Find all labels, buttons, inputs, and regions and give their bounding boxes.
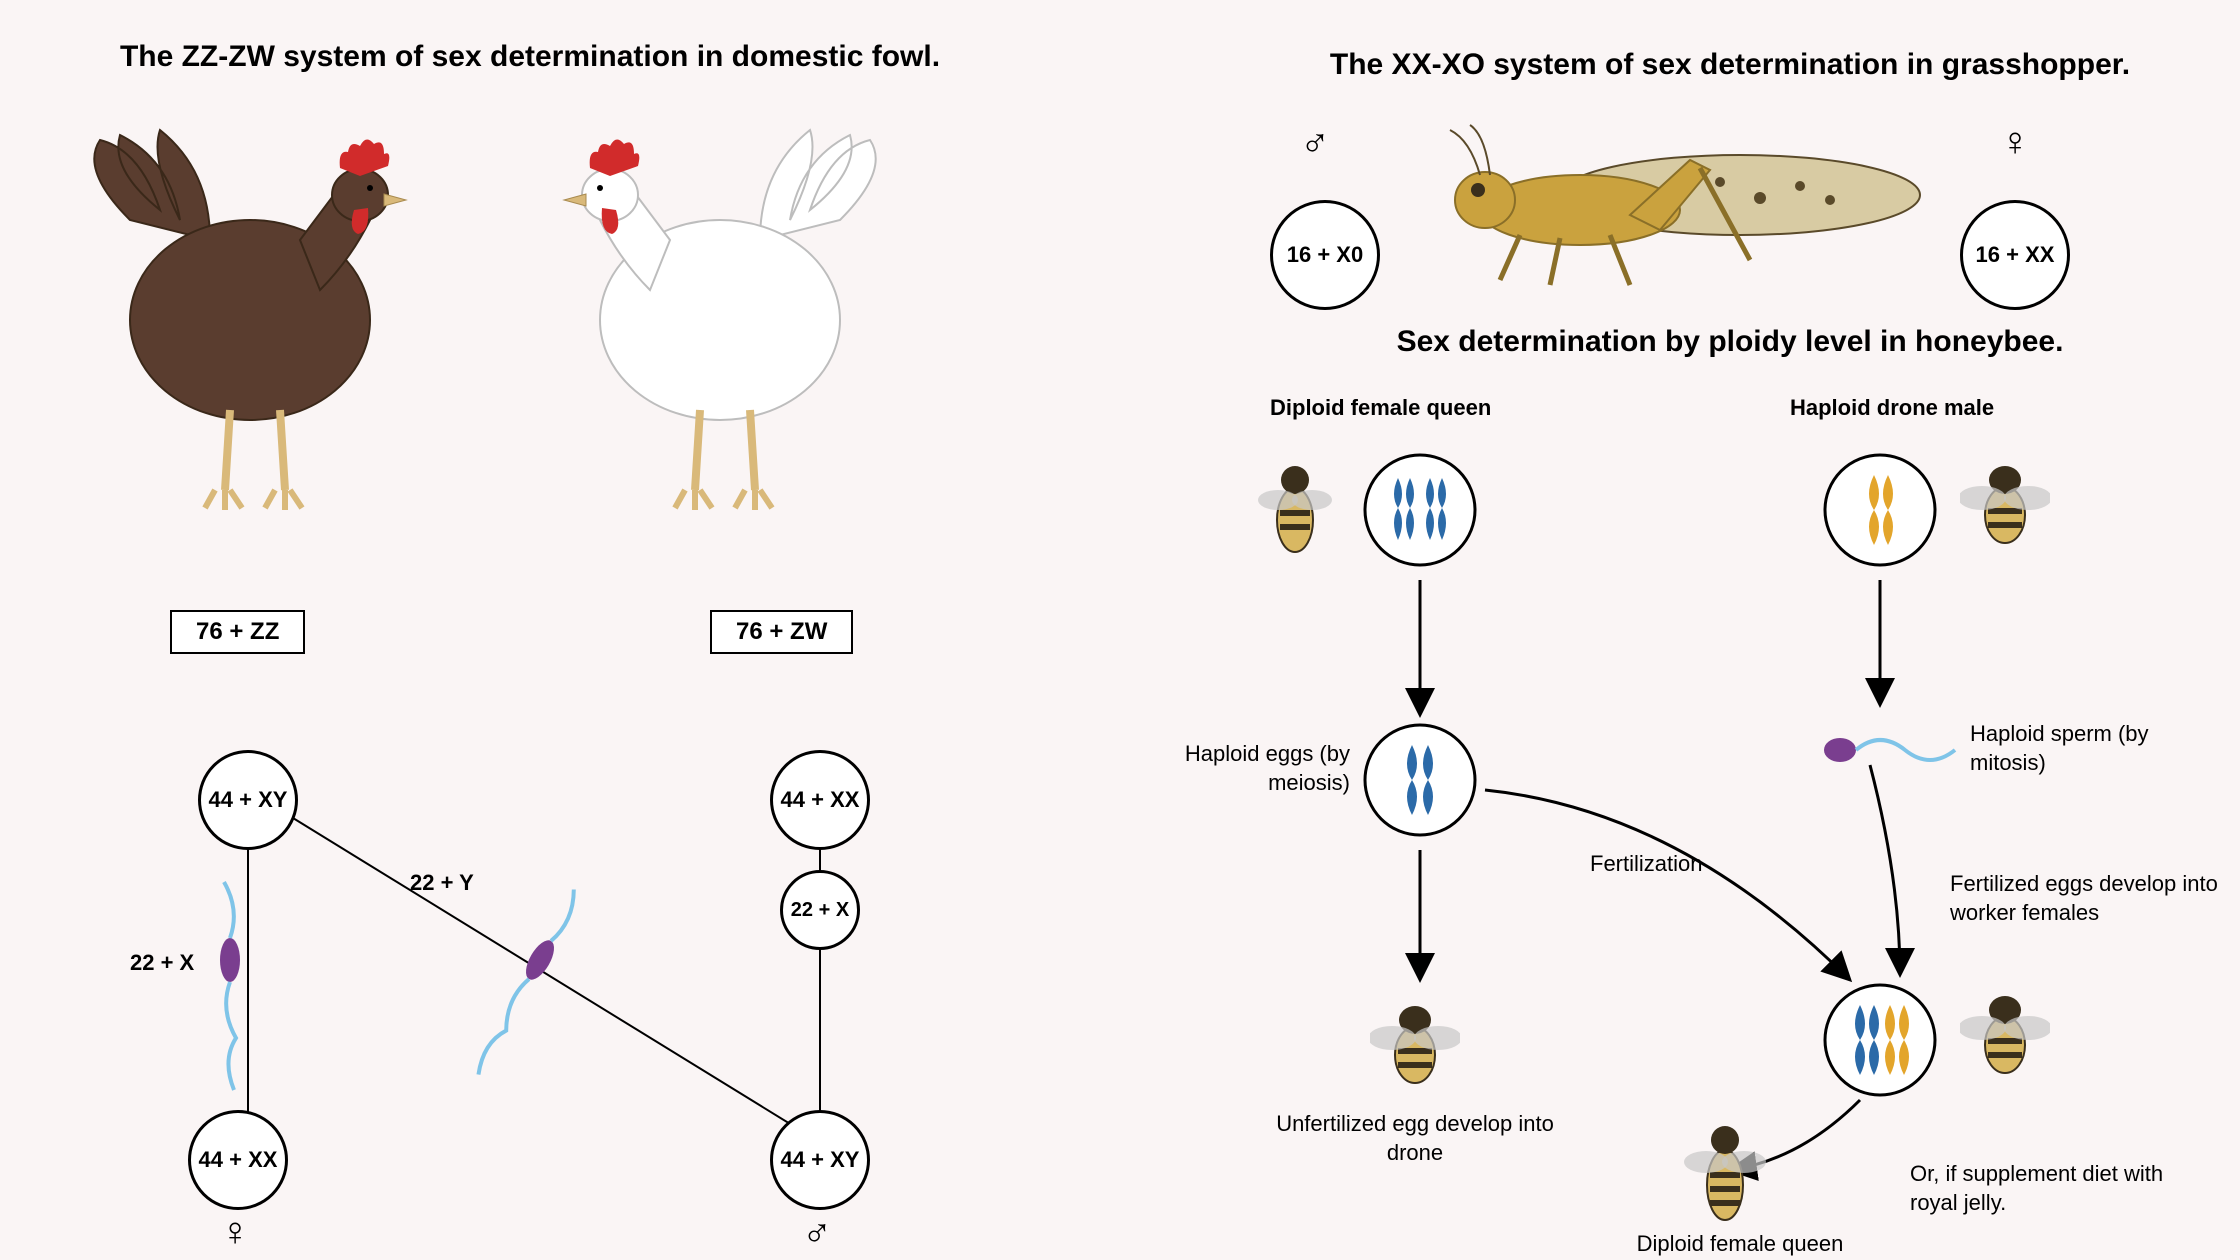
- queen2-label: Diploid female queen: [1620, 1230, 1860, 1259]
- unfertilized-label: Unfertilized egg develop into drone: [1270, 1110, 1560, 1167]
- queen-bee-icon: [1250, 450, 1340, 560]
- grasshopper-female-circle: 16 + XX: [1960, 200, 2070, 310]
- worker-bee-icon: [1960, 980, 2050, 1090]
- drone-chromosome-circle: [1820, 450, 1940, 570]
- fowl-title: The ZZ-ZW system of sex determination in…: [110, 40, 950, 74]
- royal-jelly-label: Or, if supplement diet with royal jelly.: [1910, 1160, 2210, 1217]
- parent-female-circle: 44 + XX: [770, 750, 870, 850]
- parent-male-circle: 44 + XY: [198, 750, 298, 850]
- fertilization-label: Fertilization: [1590, 850, 1702, 879]
- drone-label: Haploid drone male: [1790, 395, 1994, 421]
- offspring-female-symbol: ♀: [220, 1210, 250, 1255]
- offspring-female-circle: 44 + XX: [188, 1110, 288, 1210]
- gamete-x-label: 22 + X: [130, 950, 194, 976]
- fertilized-egg-circle: [1820, 980, 1940, 1100]
- queen-chromosome-circle: [1360, 450, 1480, 570]
- drone-bee-icon: [1960, 450, 2050, 560]
- grasshopper-illustration: [1430, 120, 1930, 300]
- grasshopper-male-symbol: ♂: [1300, 120, 1330, 165]
- unfertilized-drone-icon: [1370, 990, 1460, 1100]
- rooster-illustration: [70, 110, 410, 540]
- fertilized-label: Fertilized eggs develop into worker fema…: [1950, 870, 2230, 927]
- egg-circle: 22 + X: [780, 870, 860, 950]
- hen-illustration: [560, 110, 900, 540]
- fowl-female-genotype: 76 + ZW: [710, 610, 853, 654]
- offspring-male-symbol: ♂: [802, 1210, 832, 1255]
- developed-queen-icon: [1680, 1110, 1770, 1230]
- grasshopper-female-symbol: ♀: [2000, 120, 2030, 165]
- haploid-sperm-label: Haploid sperm (by mitosis): [1970, 720, 2210, 777]
- sperm-icon: [1820, 720, 1960, 780]
- bee-title: Sex determination by ploidy level in hon…: [1300, 325, 2160, 359]
- haploid-egg-circle: [1360, 720, 1480, 840]
- grasshopper-title: The XX-XO system of sex determination in…: [1270, 48, 2190, 82]
- haploid-egg-label: Haploid eggs (by meiosis): [1150, 740, 1350, 797]
- offspring-male-circle: 44 + XY: [770, 1110, 870, 1210]
- fowl-male-genotype: 76 + ZZ: [170, 610, 305, 654]
- gamete-y-label: 22 + Y: [410, 870, 474, 896]
- queen-label: Diploid female queen: [1270, 395, 1491, 421]
- grasshopper-male-circle: 16 + X0: [1270, 200, 1380, 310]
